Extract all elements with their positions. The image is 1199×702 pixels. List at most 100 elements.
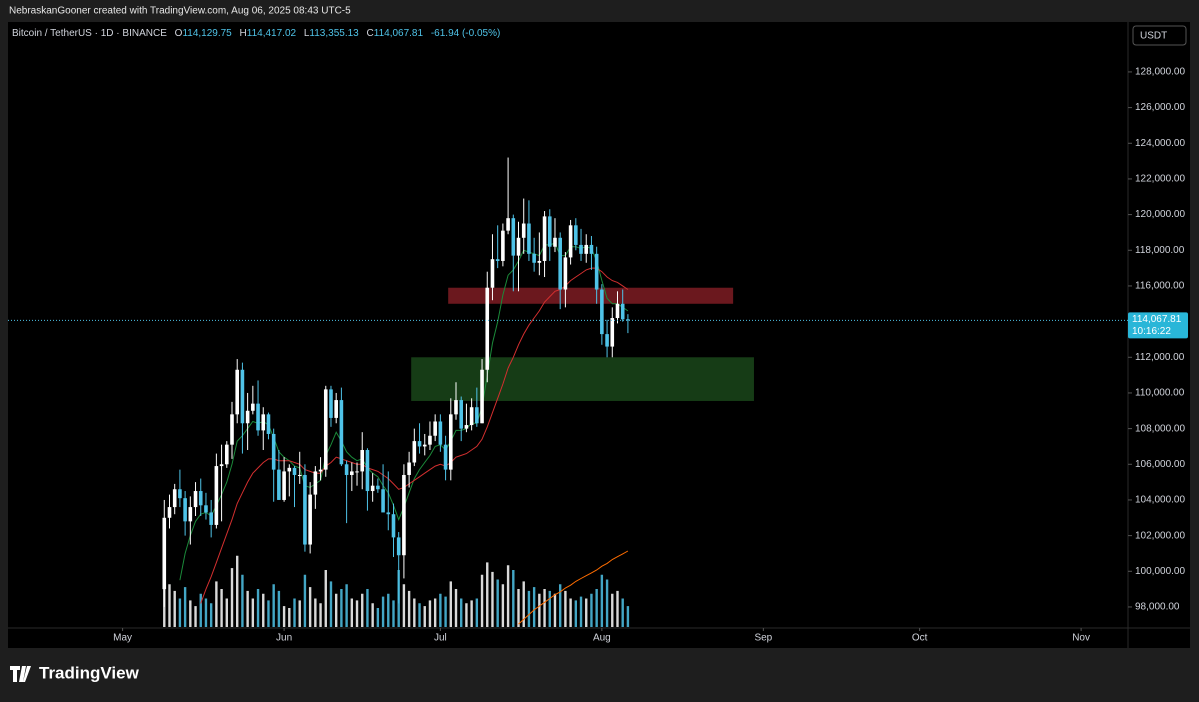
volume-bar [262, 593, 265, 627]
candle-body [542, 216, 547, 261]
candle-body [219, 464, 224, 467]
volume-bar [444, 596, 447, 627]
x-tick-label: Oct [912, 633, 928, 644]
volume-bar [522, 581, 525, 627]
volume-bar [590, 593, 593, 627]
currency-button[interactable] [1132, 25, 1187, 46]
candle-body [438, 421, 443, 445]
candle-body [428, 435, 432, 445]
volume-bar [241, 574, 244, 627]
ohlc-value: 113,355.13 [309, 28, 359, 39]
candle-body [230, 414, 234, 445]
volume-bar [595, 589, 598, 627]
volume-bar [564, 590, 567, 627]
volume-bar [558, 584, 562, 627]
credit: NebraskanGooner created with TradingView… [9, 6, 351, 17]
zone [448, 287, 734, 304]
volume-bar [204, 598, 208, 627]
y-tick-label: 110,000.00 [1135, 388, 1185, 399]
volume-bar [543, 589, 546, 627]
candle-body [198, 491, 203, 506]
volume-bar [585, 598, 588, 627]
volume-bar [418, 603, 421, 627]
candle-body [527, 223, 531, 254]
ohlc-value: 114,067.81 [374, 28, 424, 39]
volume-bar [413, 598, 416, 627]
volume-bar [314, 598, 317, 627]
countdown: 10:16:22 [1132, 326, 1171, 337]
volume-bar [605, 579, 609, 627]
volume-bar [230, 568, 234, 627]
candle-body [271, 433, 276, 470]
candle-body [240, 369, 245, 424]
volume-bar [272, 584, 275, 627]
volume-bar [392, 600, 395, 627]
volume-bar [376, 608, 380, 627]
y-tick-label: 124,000.00 [1135, 138, 1185, 149]
volume-bar [298, 600, 301, 627]
candle-body [188, 507, 193, 522]
candle-body [172, 489, 177, 508]
candle-body [334, 400, 338, 418]
candle-body [214, 466, 219, 525]
candle-body [521, 223, 526, 238]
volume-bar [288, 608, 291, 627]
y-tick-label: 102,000.00 [1135, 530, 1185, 541]
volume-bar [574, 600, 578, 627]
volume-bar [366, 589, 369, 627]
y-tick-label: 122,000.00 [1135, 174, 1185, 185]
volume-bar [267, 600, 270, 627]
candle-body [516, 237, 521, 256]
candle-body [339, 400, 344, 465]
candle-body [626, 319, 630, 321]
candle-body [277, 469, 281, 500]
candle-body [448, 414, 453, 470]
volume-bar [199, 593, 202, 627]
volume-bar [517, 589, 520, 627]
zone [411, 357, 754, 401]
candle-body [443, 444, 448, 470]
volume-bar [251, 598, 255, 627]
y-tick-label: 126,000.00 [1135, 102, 1185, 113]
volume-bar [225, 598, 228, 627]
candle-body [615, 303, 620, 319]
candle-body [376, 485, 380, 490]
candle-body [193, 491, 198, 508]
x-tick-label: Jul [434, 633, 447, 644]
candle-body [396, 537, 401, 556]
volume-bar [387, 593, 390, 627]
volume-bar [423, 606, 426, 627]
candle-body [547, 216, 552, 247]
volume-bar [621, 598, 624, 627]
candle-body [594, 253, 599, 290]
legend: Bitcoin / TetherUS · 1D · BINANCE O114,1… [12, 28, 500, 39]
candle-body [506, 218, 510, 231]
volume-bar [319, 603, 322, 627]
volume-bar [381, 596, 385, 627]
volume-bar [189, 600, 192, 627]
candle-body [350, 471, 354, 475]
volume-bar [178, 598, 182, 627]
ohlc-key: O [175, 28, 183, 39]
candle-body [511, 218, 516, 256]
volume-bar [168, 584, 171, 627]
y-tick-label: 108,000.00 [1135, 423, 1185, 434]
candle-body [501, 230, 505, 261]
volume-bar [460, 598, 463, 627]
candle-body [245, 410, 250, 424]
volume-bar [486, 562, 489, 627]
candle-body [313, 471, 318, 495]
price-label-box [1128, 312, 1188, 339]
candle-body [329, 389, 333, 418]
candle-body [256, 403, 260, 431]
candle-body [558, 237, 562, 290]
candle-body [469, 407, 474, 426]
volume-bar [361, 593, 364, 627]
volume-ma-line [518, 550, 629, 625]
x-tick-label: Sep [754, 633, 772, 644]
candle-body [584, 244, 589, 254]
y-tick-label: 118,000.00 [1135, 245, 1185, 256]
candle-body [344, 464, 349, 475]
